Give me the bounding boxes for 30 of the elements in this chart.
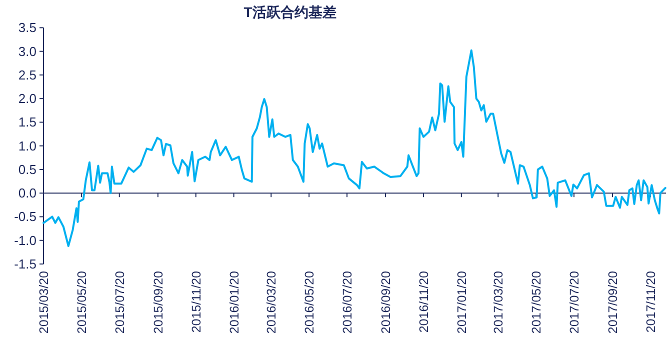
line-series bbox=[42, 49, 666, 248]
x-tick-label: 2016/01/20 bbox=[227, 270, 242, 334]
y-tick-label: -1.0 bbox=[14, 232, 36, 248]
y-tick-label: 3.0 bbox=[18, 44, 36, 59]
y-tick-label: 2.5 bbox=[18, 67, 36, 82]
x-tick-label: 2017/07/20 bbox=[567, 270, 582, 334]
x-tick-label: 2016/11/20 bbox=[416, 270, 431, 333]
x-tick-label: 2017/09/20 bbox=[606, 270, 620, 334]
x-tick-label: 2017/03/20 bbox=[492, 270, 506, 334]
y-tick-label: 1.5 bbox=[18, 114, 36, 130]
x-tick-label: 2015/03/20 bbox=[37, 270, 51, 334]
y-tick-label: 0.5 bbox=[18, 162, 36, 177]
x-tick-label: 2016/09/20 bbox=[379, 270, 394, 334]
x-tick-label: 2017/11/20 bbox=[644, 270, 658, 333]
x-tick-label: 2015/11/20 bbox=[189, 270, 204, 333]
y-tick-label: 0.0 bbox=[18, 186, 36, 201]
y-tick-label: 3.5 bbox=[18, 20, 36, 36]
x-tick-label: 2015/05/20 bbox=[74, 270, 89, 334]
y-tick-label: 2.0 bbox=[18, 91, 36, 106]
x-tick-label: 2017/01/20 bbox=[454, 270, 469, 334]
x-tick-label: 2015/09/20 bbox=[151, 270, 166, 334]
x-tick-label: 2016/05/20 bbox=[302, 270, 317, 334]
y-tick-label: -0.5 bbox=[14, 209, 36, 224]
x-tick-label: 2017/05/20 bbox=[530, 270, 544, 334]
y-tick-label: 1.0 bbox=[18, 138, 36, 154]
chart-title: T活跃合约基差 bbox=[244, 4, 336, 20]
y-tick-label: -1.5 bbox=[14, 256, 36, 272]
x-tick-label: 2016/03/20 bbox=[264, 270, 279, 334]
x-tick-label: 2015/07/20 bbox=[112, 270, 127, 334]
x-tick-label: 2016/07/20 bbox=[340, 270, 354, 334]
